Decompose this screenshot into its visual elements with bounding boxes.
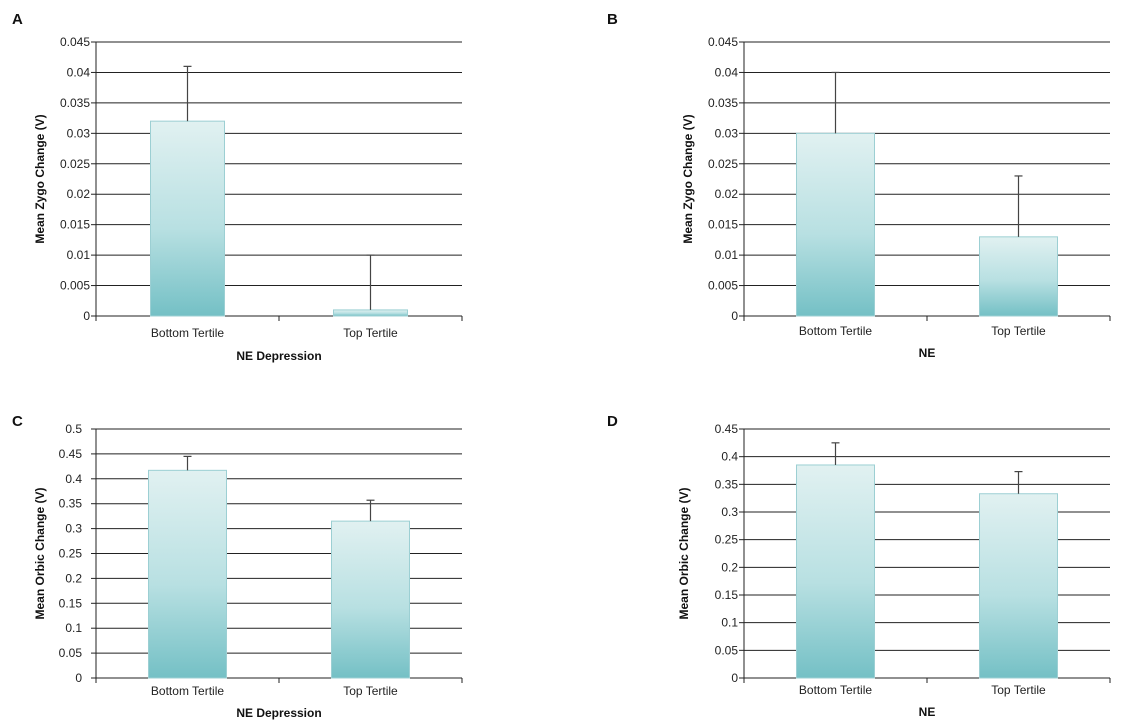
- y-tick-label: 0.4: [65, 472, 82, 486]
- y-axis-title: Mean Orbic Change (V): [33, 487, 47, 619]
- bar-bottom-tertile: [796, 464, 875, 679]
- y-tick-label: 0.01: [715, 248, 739, 262]
- x-axis-title: NE Depression: [236, 349, 321, 363]
- y-tick-label: 0.05: [715, 643, 739, 657]
- y-tick-label: 0.35: [715, 477, 739, 491]
- x-tick-label: Top Tertile: [343, 684, 398, 698]
- y-tick-label: 0.35: [59, 497, 83, 511]
- y-tick-label: 0.3: [721, 505, 738, 519]
- panel-c: C 0 0.05 0.1 0.15 0.2 0.25 0.3 0.35 0.4 0.45 0.5 Bot…: [12, 413, 463, 720]
- panel-b: B 0 0.005 0.01 0.015 0.02 0.025 0.03 0.035 0.04 0.…: [607, 11, 1111, 360]
- y-tick-label: 0.005: [708, 279, 738, 293]
- y-tick-label: 0: [731, 309, 738, 323]
- y-tick-label: 0.025: [708, 157, 738, 171]
- y-tick-label: 0.01: [67, 248, 91, 262]
- bar-top-tertile: [333, 309, 408, 317]
- y-tick-label: 0: [83, 309, 90, 323]
- y-tick-label: 0.02: [67, 187, 91, 201]
- bar-top-tertile: [979, 236, 1058, 317]
- y-tick-label: 0.035: [708, 96, 738, 110]
- y-tick-label: 0.25: [59, 547, 83, 561]
- panel-letter: A: [12, 11, 23, 28]
- x-tick-label: Top Tertile: [343, 326, 398, 340]
- y-tick-label: 0.45: [715, 422, 739, 436]
- y-axis-title: Mean Orbic Change (V): [677, 487, 691, 619]
- bar-bottom-tertile: [796, 132, 875, 317]
- y-tick-label: 0.04: [67, 65, 91, 79]
- x-tick-label: Bottom Tertile: [151, 684, 224, 698]
- y-tick-label: 0.045: [60, 35, 90, 49]
- y-tick-label: 0.03: [715, 126, 739, 140]
- y-tick-label: 0.045: [708, 35, 738, 49]
- y-tick-label: 0.1: [65, 621, 82, 635]
- panel-a: A 0 0.005 0.01 0.015 0.02 0.025 0.03 0.035 0.04 0.…: [12, 11, 463, 363]
- y-tick-label: 0.015: [708, 218, 738, 232]
- y-tick-label: 0.5: [65, 422, 82, 436]
- x-tick-label: Top Tertile: [991, 683, 1046, 697]
- panel-d: D 0 0.05 0.1 0.15 0.2 0.25 0.3 0.35 0.4 0.45 Bottom…: [607, 413, 1111, 719]
- panel-letter: C: [12, 413, 23, 430]
- y-tick-label: 0.4: [721, 450, 738, 464]
- y-tick-label: 0.025: [60, 157, 90, 171]
- y-axis-title: Mean Zygo Change (V): [33, 114, 47, 243]
- panel-letter: D: [607, 413, 618, 430]
- x-tick-label: Top Tertile: [991, 324, 1046, 338]
- y-tick-label: 0.15: [715, 588, 739, 602]
- bar-bottom-tertile: [148, 469, 227, 679]
- y-axis-title: Mean Zygo Change (V): [681, 114, 695, 243]
- y-tick-label: 0.2: [721, 560, 738, 574]
- y-tick-label: 0: [75, 671, 82, 685]
- x-axis-title: NE: [919, 705, 936, 719]
- y-tick-label: 0.03: [67, 126, 91, 140]
- y-tick-label: 0.3: [65, 522, 82, 536]
- y-tick-label: 0.04: [715, 65, 739, 79]
- y-tick-label: 0.02: [715, 187, 739, 201]
- y-tick-label: 0.25: [715, 533, 739, 547]
- y-tick-label: 0: [731, 671, 738, 685]
- panel-letter: B: [607, 11, 618, 28]
- y-tick-label: 0.45: [59, 447, 83, 461]
- bar-bottom-tertile: [150, 120, 225, 317]
- x-axis-title: NE Depression: [236, 706, 321, 720]
- y-tick-label: 0.035: [60, 96, 90, 110]
- y-tick-label: 0.015: [60, 218, 90, 232]
- y-tick-label: 0.05: [59, 646, 83, 660]
- y-tick-label: 0.15: [59, 596, 83, 610]
- x-axis-title: NE: [919, 346, 936, 360]
- x-tick-label: Bottom Tertile: [151, 326, 224, 340]
- x-tick-label: Bottom Tertile: [799, 683, 872, 697]
- bar-top-tertile: [979, 493, 1058, 679]
- bar-top-tertile: [331, 520, 410, 679]
- x-tick-label: Bottom Tertile: [799, 324, 872, 338]
- y-tick-label: 0.005: [60, 279, 90, 293]
- y-tick-label: 0.2: [65, 571, 82, 585]
- y-tick-label: 0.1: [721, 616, 738, 630]
